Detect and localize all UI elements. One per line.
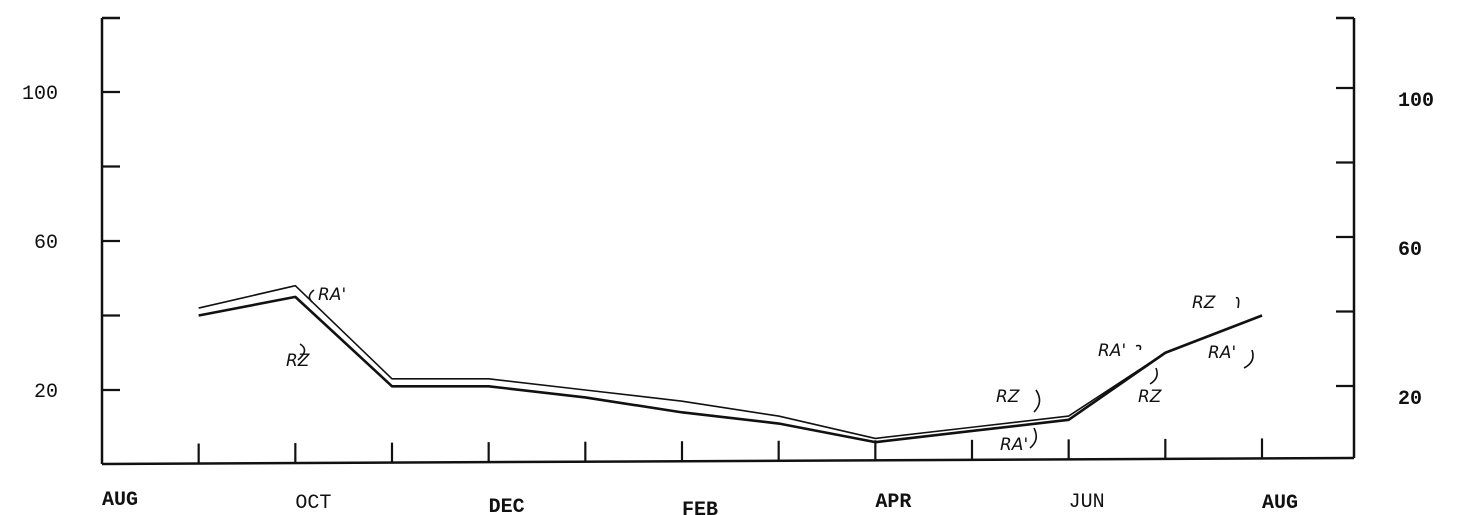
annotation-hook (1243, 349, 1254, 369)
x-tick-label: FEB (682, 499, 718, 515)
annotation-hook (297, 343, 306, 361)
annotation-hook (1149, 367, 1158, 385)
series-annotation: RA' (1000, 435, 1028, 455)
annotation-hook (1033, 389, 1041, 413)
annotation-hook (1135, 344, 1142, 351)
annotation-hook (308, 289, 315, 303)
series-annotation: RA' (1208, 343, 1236, 363)
left-y-tick-label: 60 (34, 232, 58, 255)
series-annotation: RZ (1138, 387, 1162, 407)
y-tick-marks (102, 86, 1354, 392)
right-y-tick-label: 20 (1398, 388, 1422, 411)
series-annotation: RZ (1192, 293, 1216, 313)
right-y-tick-label: 60 (1398, 239, 1422, 262)
x-tick-label: DEC (489, 496, 525, 515)
series-annotation: RZ (996, 387, 1020, 407)
series-annotation: RZ (286, 351, 310, 371)
left-y-tick-label: 100 (22, 83, 58, 106)
x-tick-label: AUG (102, 489, 138, 512)
x-tick-label: OCT (295, 492, 331, 515)
annotation-hook (1235, 296, 1240, 309)
series-annotation: RA' (1098, 341, 1126, 361)
x-tick-marks (197, 438, 1264, 464)
x-tick-label: AUG (1262, 492, 1298, 515)
annotation-hook (1029, 427, 1038, 449)
series-line (198, 295, 1263, 444)
series-annotation: RA' (318, 285, 346, 305)
chart-labels: 100 60 20 100 60 20 AUG OCT DEC FEB APR JUN AUG (22, 83, 1434, 515)
x-tick-label: APR (875, 491, 911, 514)
chart-axes (100, 16, 1356, 466)
x-axis (101, 456, 1355, 466)
left-y-tick-label: 20 (34, 381, 58, 404)
series-annotations: RA' RZ RZ RA' RA' RZ RZ RA' (286, 285, 1254, 455)
series-lines (198, 284, 1263, 444)
x-tick-label: JUN (1069, 491, 1105, 514)
right-y-tick-label: 100 (1398, 90, 1434, 113)
series-line (198, 284, 1263, 440)
